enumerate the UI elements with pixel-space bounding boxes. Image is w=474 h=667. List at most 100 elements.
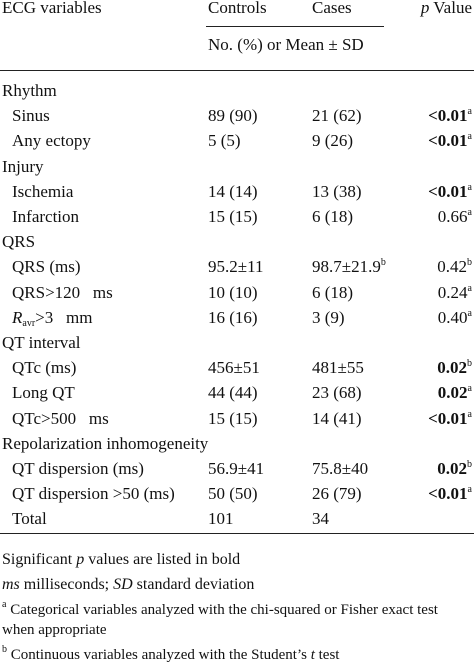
note-abbr-ms: ms <box>2 576 20 593</box>
cell-cases-value: 3 (9) <box>312 308 345 327</box>
cell-p-footnote: a <box>467 484 472 495</box>
cell-controls: 10 (10) <box>208 283 258 302</box>
row-label: Sinus <box>12 106 50 125</box>
cell-p-value: 0.02a <box>438 383 472 403</box>
cell-p-number: <0.01 <box>428 106 468 125</box>
cell-cases: 21 (62) <box>312 106 362 126</box>
cell-cases: 23 (68) <box>312 383 362 403</box>
cell-p-value: 0.02b <box>437 358 472 378</box>
note-abbr-ms-def: milliseconds; <box>19 576 114 593</box>
row-label: Long QT <box>12 383 75 402</box>
row-label: Ravr>3 mm <box>12 308 93 329</box>
header-span-rule <box>206 26 384 27</box>
header-variable: ECG variables <box>2 0 102 17</box>
cell-p-footnote: a <box>467 131 472 142</box>
cell-controls: 44 (44) <box>208 383 258 402</box>
cell-cases: 75.8±40 <box>312 459 368 479</box>
note-abbr-sd-def: standard deviation <box>132 576 255 593</box>
section-label: QRS <box>2 232 36 251</box>
footnote-b-pre: Continuous variables analyzed with the S… <box>7 647 311 663</box>
footnote-b: b Continuous variables analyzed with the… <box>2 645 339 665</box>
cell-p-footnote: a <box>467 308 472 319</box>
cell-controls: 95.2±11 <box>208 257 264 276</box>
cell-p-number: 0.42 <box>437 257 467 276</box>
cell-p-value: 0.02b <box>437 459 472 479</box>
cell-p-footnote: a <box>467 182 472 193</box>
cell-cases-value: 13 (38) <box>312 182 362 201</box>
section-label: Rhythm <box>2 81 57 100</box>
cell-cases-value: 34 <box>312 509 329 528</box>
footnote-b-mark: b <box>2 644 7 655</box>
cell-cases-value: 21 (62) <box>312 106 362 125</box>
cell-cases: 6 (18) <box>312 283 353 303</box>
cell-p-value: 0.66a <box>438 207 472 227</box>
row-label-rest: >3 mm <box>35 308 93 327</box>
cell-controls: 101 <box>208 509 234 528</box>
footnote-a: a Categorical variables analyzed with th… <box>2 600 438 620</box>
cell-cases-footnote: b <box>380 257 386 268</box>
row-label: Any ectopy <box>12 131 91 150</box>
note-bold-post: values are listed in bold <box>84 551 241 568</box>
cell-cases-value: 75.8±40 <box>312 459 369 478</box>
row-label: QTc>500 ms <box>12 409 109 428</box>
header-p-letter: p <box>420 0 430 17</box>
footnote-b-post: test <box>314 647 340 663</box>
cell-p-footnote: b <box>467 358 472 369</box>
row-label: Infarction <box>12 207 80 226</box>
cell-p-value: <0.01a <box>428 131 472 151</box>
cell-cases: 26 (79) <box>312 484 362 504</box>
footnote-b-t: t <box>310 647 315 663</box>
row-label: QRS>120 ms <box>12 283 113 302</box>
cell-p-number: 0.02 <box>437 383 468 402</box>
header-controls: Controls <box>208 0 267 17</box>
note-bold: Significant p values are listed in bold <box>2 550 240 570</box>
row-label-symbol: R <box>12 308 23 327</box>
header-p-value: p Value <box>421 0 472 18</box>
cell-p-value: <0.01a <box>428 484 472 504</box>
cell-controls: 15 (15) <box>208 409 258 428</box>
note-bold-pre: Significant <box>2 551 77 568</box>
cell-controls: 456±51 <box>208 358 260 377</box>
cell-p-value: <0.01a <box>428 409 472 429</box>
cell-cases: 9 (26) <box>312 131 353 151</box>
cell-cases-value: 23 (68) <box>312 383 362 402</box>
row-label: Ischemia <box>12 182 74 201</box>
section-label: QT interval <box>2 333 81 352</box>
row-label-subscript: avr <box>22 318 36 329</box>
table-bottom-rule <box>0 533 474 534</box>
cell-p-value: 0.40a <box>438 308 472 328</box>
cell-controls: 50 (50) <box>208 484 258 503</box>
header-subheader: No. (%) or Mean ± SD <box>208 35 364 54</box>
cell-p-number: <0.01 <box>428 409 468 428</box>
note-bold-p: p <box>76 551 85 568</box>
row-label: Total <box>12 509 47 528</box>
row-label: QT dispersion (ms) <box>12 459 144 478</box>
cell-p-number: <0.01 <box>428 484 468 503</box>
cell-p-footnote: b <box>467 459 472 470</box>
cell-p-number: 0.02 <box>437 459 467 478</box>
cell-p-footnote: a <box>467 106 472 117</box>
cell-controls: 89 (90) <box>208 106 258 125</box>
cell-p-number: <0.01 <box>428 182 468 201</box>
cell-controls: 16 (16) <box>208 308 258 327</box>
row-label: QT dispersion >50 (ms) <box>12 484 175 503</box>
cell-p-value: <0.01a <box>428 182 472 202</box>
cell-cases: 6 (18) <box>312 207 353 227</box>
cell-cases: 13 (38) <box>312 182 362 202</box>
cell-cases-value: 98.7±21.9 <box>312 257 381 276</box>
cell-p-number: 0.02 <box>437 358 467 377</box>
cell-cases-value: 9 (26) <box>312 131 354 150</box>
cell-p-footnote: a <box>467 207 472 218</box>
cell-p-number: 0.66 <box>437 207 468 226</box>
row-label: QTc (ms) <box>12 358 77 377</box>
cell-p-number: 0.40 <box>437 308 468 327</box>
cell-cases-value: 26 (79) <box>312 484 362 503</box>
cell-cases-value: 6 (18) <box>312 207 354 226</box>
cell-cases-value: 6 (18) <box>312 283 354 302</box>
section-label: Injury <box>2 157 44 176</box>
cell-p-footnote: a <box>467 409 472 420</box>
cell-p-number: 0.24 <box>437 283 468 302</box>
cell-cases: 98.7±21.9b <box>312 257 386 277</box>
header-bottom-rule <box>0 70 474 71</box>
cell-p-value: 0.42b <box>437 257 472 277</box>
